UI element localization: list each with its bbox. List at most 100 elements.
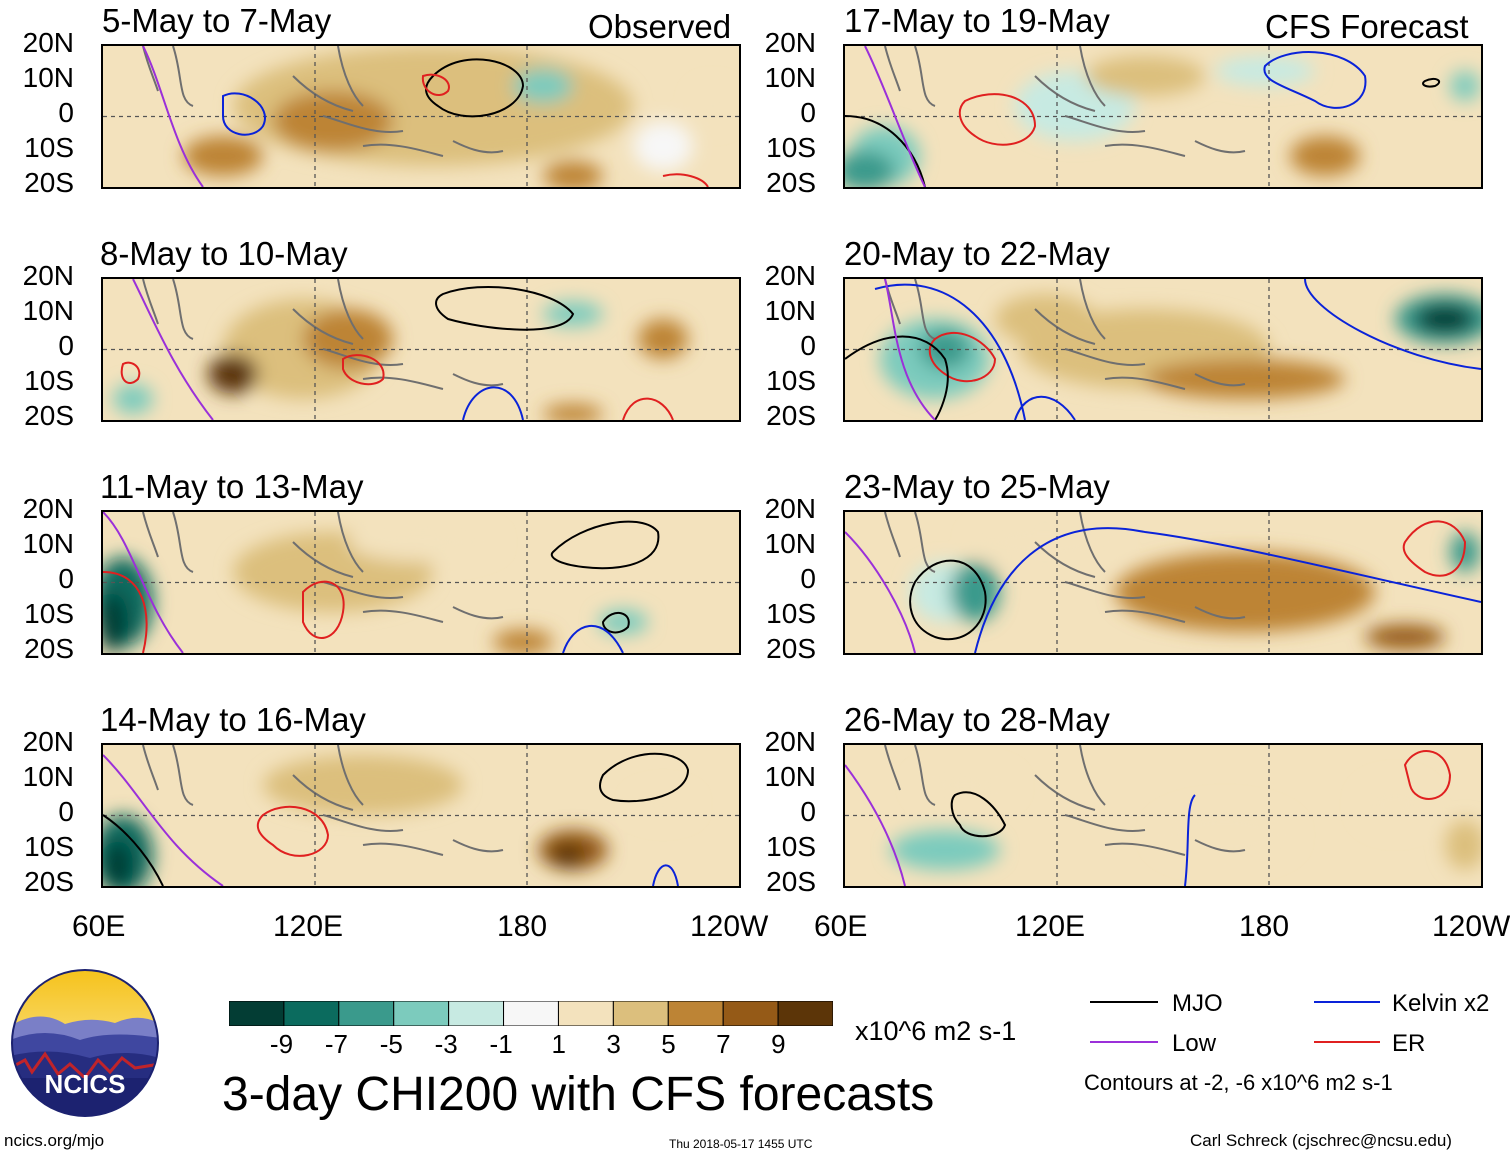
anomaly-field	[1450, 71, 1480, 101]
anomaly-field	[970, 517, 1120, 567]
wave-contour	[462, 386, 524, 420]
legend: MJO Kelvin x2 Low ER Contours at -2, -6 …	[1084, 990, 1510, 1100]
y-tick-label: 10N	[764, 295, 816, 326]
y-tick-label: 20N	[764, 493, 816, 524]
map-panel-forecast-3	[843, 510, 1483, 655]
anomaly-field	[845, 151, 895, 187]
y-tick-label: 20N	[22, 726, 74, 757]
anomaly-field	[1445, 820, 1481, 870]
map-panel-forecast-1	[843, 44, 1483, 189]
coastline	[884, 46, 1246, 157]
wave-contour	[550, 520, 660, 570]
anomaly-field	[113, 384, 153, 414]
anomaly-field	[493, 629, 553, 653]
x-tick-label: 60E	[72, 910, 126, 943]
x-tick-label: 120W	[1432, 910, 1510, 943]
y-tick-label: 0	[58, 97, 74, 128]
panel-title: 5-May to 7-May	[102, 2, 332, 39]
anomaly-field	[543, 404, 603, 420]
map-panel-forecast-2	[843, 277, 1483, 422]
wave-contour	[1014, 395, 1076, 420]
colorbar-tick-label: 7	[716, 1029, 731, 1059]
y-tick-label: 20N	[22, 27, 74, 58]
legend-label-mjo: MJO	[1172, 990, 1223, 1017]
coastline	[884, 279, 1246, 390]
footer-url: ncics.org/mjo	[4, 1131, 105, 1150]
y-tick-label: 10N	[22, 528, 74, 559]
colorbar-tick-label: -3	[434, 1029, 458, 1059]
anomaly-field	[543, 161, 603, 187]
wave-contour	[103, 814, 164, 886]
wave-contour	[1402, 520, 1467, 577]
colorbar-swatch	[557, 1000, 614, 1027]
y-tick-label: 10S	[766, 831, 816, 862]
colorbar-swatch	[722, 1000, 779, 1027]
y-tick-label: 20N	[764, 27, 816, 58]
map-panel-observed-1	[101, 44, 741, 189]
wave-contour	[1403, 750, 1452, 800]
coastline	[142, 279, 504, 390]
wave-contour	[845, 764, 906, 886]
wave-contour	[103, 571, 148, 653]
colorbar-tick-label: -1	[489, 1029, 513, 1059]
coastline	[884, 512, 1246, 623]
wave-contour	[864, 46, 926, 187]
y-tick-label: 0	[800, 563, 816, 594]
colorbar-tick-label: -9	[269, 1029, 294, 1059]
y-tick-label: 20N	[22, 493, 74, 524]
y-tick-label: 20S	[24, 866, 74, 897]
anomaly-field	[1415, 304, 1475, 334]
anomaly-field	[183, 136, 263, 176]
wave-contour	[662, 173, 709, 187]
colorbar-tick-label: -7	[324, 1029, 348, 1059]
wave-contour	[256, 805, 330, 857]
colorbar	[228, 1000, 834, 1027]
y-tick-label: 20N	[764, 260, 816, 291]
logo-text: NCICS	[45, 1069, 126, 1099]
anomaly-field	[638, 319, 688, 359]
anomaly-field	[633, 790, 693, 820]
wave-contour	[425, 58, 525, 118]
wave-contour	[622, 397, 674, 420]
anomaly-field	[950, 562, 1000, 622]
colorbar-tick-label: 3	[606, 1029, 621, 1059]
footer-timestamp: Thu 2018-05-17 1455 UTC	[669, 1137, 813, 1151]
wave-contour	[103, 512, 184, 653]
anomaly-field	[693, 86, 733, 126]
map-panel-forecast-4	[843, 743, 1483, 888]
y-tick-label: 20S	[766, 400, 816, 431]
wave-contour	[562, 624, 624, 653]
units-label: x10^6 m2 s-1	[855, 1016, 1017, 1046]
y-tick-label: 10S	[24, 365, 74, 396]
anomaly-field	[1145, 359, 1345, 399]
y-tick-label: 20S	[766, 167, 816, 198]
wave-contour	[435, 285, 575, 331]
anomaly-field	[1085, 56, 1205, 96]
y-tick-label: 20S	[24, 633, 74, 664]
observed-label: Observed	[588, 8, 732, 45]
wave-contour	[103, 754, 224, 886]
panel-title: 11-May to 13-May	[100, 468, 364, 505]
panel-title: 8-May to 10-May	[100, 235, 348, 272]
y-tick-label: 0	[58, 330, 74, 361]
anomaly-field	[103, 592, 128, 652]
wave-contour	[120, 361, 141, 384]
y-tick-label: 20N	[764, 726, 816, 757]
y-tick-label: 10S	[766, 132, 816, 163]
wave-contour	[222, 92, 266, 136]
map-panel-observed-4	[101, 743, 741, 888]
anomaly-field	[1365, 624, 1445, 650]
y-tick-label: 20S	[24, 167, 74, 198]
colorbar-swatch	[448, 1000, 505, 1027]
y-tick-label: 20S	[24, 400, 74, 431]
coastline	[142, 745, 504, 856]
y-tick-label: 0	[58, 563, 74, 594]
legend-label-low: Low	[1172, 1030, 1217, 1057]
chart-title: 3-day CHI200 with CFS forecasts	[222, 1068, 935, 1121]
anomaly-field	[1360, 780, 1430, 830]
anomaly-field	[103, 840, 133, 886]
wave-contour	[1304, 279, 1481, 370]
colorbar-tick-label: 9	[771, 1029, 786, 1059]
x-tick-label: 120E	[1015, 910, 1086, 943]
y-tick-label: 10S	[24, 132, 74, 163]
